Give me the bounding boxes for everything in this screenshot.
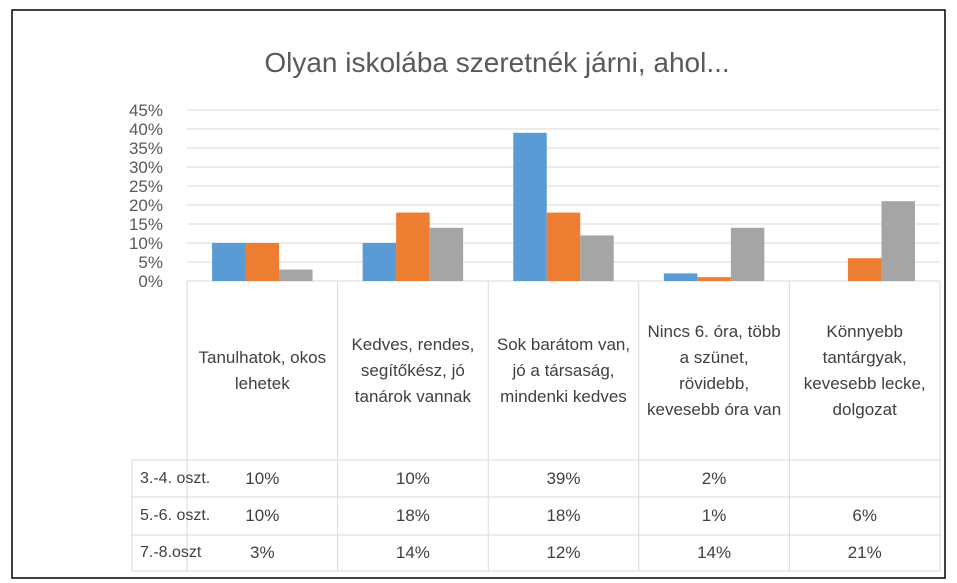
bar (429, 227, 464, 281)
category-label: Tanulhatok, okos lehetek (198, 347, 327, 393)
bar (580, 235, 614, 281)
legend-label: 3.-4. oszt. (140, 469, 211, 487)
bar (730, 227, 765, 281)
value-label: 2% (701, 468, 727, 488)
value-label: 18% (395, 506, 430, 525)
value-label: 1% (701, 506, 727, 525)
value-label: 21% (847, 543, 882, 562)
y-tick-label: 25% (129, 177, 163, 196)
chart-title: Olyan iskolába szeretnék járni, ahol... (264, 47, 729, 78)
bar (847, 258, 882, 281)
value-label: 39% (546, 468, 581, 488)
bar (212, 243, 246, 281)
value-label: 14% (697, 543, 732, 562)
legend-entry: 5.-6. oszt. (132, 497, 210, 535)
legend-label: 5.-6. oszt. (140, 507, 211, 524)
y-tick-label: 0% (138, 272, 163, 291)
value-label: 6% (852, 506, 877, 525)
value-label (789, 460, 940, 497)
category-label: Kedves, rendes, segítőkész, jó tanárok v… (351, 334, 475, 406)
category-label: Sok barátom van, jó a társaság, mindenki… (496, 334, 631, 406)
y-tick-label: 45% (129, 101, 163, 120)
y-tick-label: 40% (129, 120, 163, 139)
value-label: 3% (250, 543, 275, 562)
y-tick-label: 35% (129, 139, 163, 158)
value-label: 18% (546, 506, 581, 525)
bar (362, 243, 397, 281)
value-label: 12% (546, 543, 581, 562)
legend-label: 7.-8.oszt (140, 544, 202, 561)
value-label: 10% (245, 506, 280, 525)
y-tick-label: 5% (138, 253, 163, 272)
value-label: 14% (395, 543, 430, 562)
y-tick-label: 15% (129, 215, 163, 234)
bar (881, 201, 915, 281)
value-label: 10% (395, 468, 430, 488)
bar (697, 277, 731, 281)
category-label: Nincs 6. óra, több a szünet, rövidebb, k… (646, 321, 782, 419)
bar (396, 212, 430, 281)
bar (663, 273, 698, 281)
bar (245, 243, 280, 281)
bar (546, 212, 581, 281)
legend-entry: 7.-8.oszt (132, 535, 201, 571)
legend-entry: 3.-4. oszt. (132, 460, 210, 497)
value-label: 10% (245, 468, 280, 488)
bar (513, 132, 547, 281)
y-tick-label: 20% (129, 196, 163, 215)
y-tick-label: 30% (129, 158, 163, 177)
chart-border (11, 9, 946, 579)
category-label: Könnyebb tantárgyak, kevesebb lecke, dol… (803, 321, 926, 419)
bar (279, 269, 313, 281)
y-tick-label: 10% (129, 234, 163, 253)
